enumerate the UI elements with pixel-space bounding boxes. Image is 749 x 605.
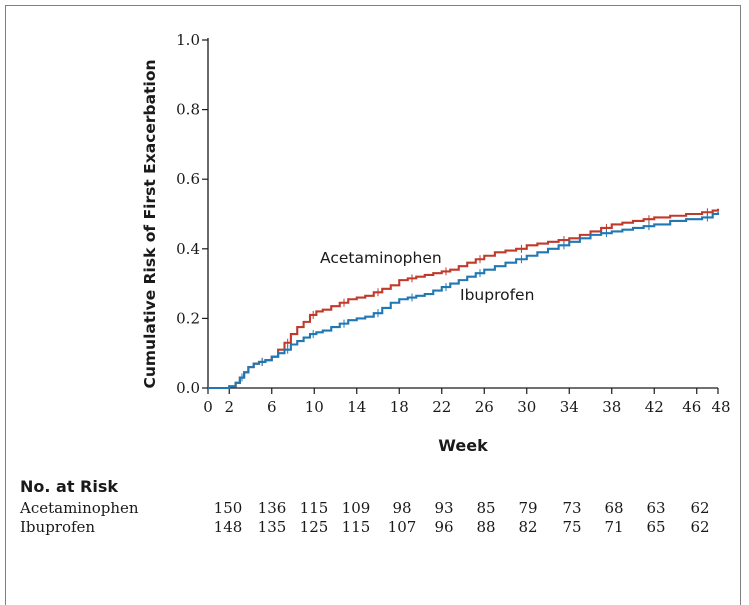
risk-cell: 115 <box>300 499 329 517</box>
risk-cell: 75 <box>562 518 581 536</box>
x-tick-label: 48 <box>711 398 730 416</box>
y-tick-label: 0.4 <box>176 240 200 258</box>
x-tick-label: 26 <box>475 398 494 416</box>
risk-cell: 62 <box>690 499 709 517</box>
risk-cell: 96 <box>434 518 453 536</box>
risk-cell: 115 <box>342 518 371 536</box>
risk-cell: 125 <box>300 518 329 536</box>
labels: Week Cumulative Risk of First Exacerbatio… <box>141 60 534 456</box>
risk-cell: 62 <box>690 518 709 536</box>
risk-cell: 65 <box>646 518 665 536</box>
risk-row-label: Acetaminophen <box>19 499 139 517</box>
risk-cell: 93 <box>434 499 453 517</box>
risk-cell: 71 <box>604 518 623 536</box>
x-tick-label: 34 <box>560 398 579 416</box>
x-tick-label: 38 <box>602 398 621 416</box>
risk-cell: 150 <box>214 499 243 517</box>
curves <box>208 208 720 390</box>
axes: 0.00.20.40.60.81.00 2 6 10 14 18 22 26 30 34 38 42 4… <box>176 31 730 416</box>
figure-frame <box>5 5 741 605</box>
y-tick-label: 0.0 <box>176 379 200 397</box>
x-tick-label: 30 <box>517 398 536 416</box>
risk-cell: 68 <box>604 499 623 517</box>
risk-cell: 79 <box>518 499 537 517</box>
risk-cell: 107 <box>388 518 417 536</box>
risk-cell: 135 <box>258 518 287 536</box>
series-label-acetaminophen: Acetaminophen <box>320 249 442 267</box>
risk-cell: 148 <box>214 518 243 536</box>
km-chart: 0.00.20.40.60.81.00 2 6 10 14 18 22 26 30 34 38 42 4… <box>19 31 731 536</box>
risk-cell: 73 <box>562 499 581 517</box>
y-tick-label: 1.0 <box>176 31 200 49</box>
x-tick-label: 22 <box>432 398 451 416</box>
x-tick-label: 6 <box>267 398 277 416</box>
risk-cell: 63 <box>646 499 665 517</box>
risk-cell: 88 <box>476 518 495 536</box>
x-tick-label: 10 <box>305 398 324 416</box>
y-tick-label: 0.6 <box>176 170 200 188</box>
x-tick-label: 46 <box>682 398 701 416</box>
series-label-ibuprofen: Ibuprofen <box>460 286 534 304</box>
risk-cell: 82 <box>518 518 537 536</box>
x-tick-label: 42 <box>645 398 664 416</box>
y-tick-label: 0.8 <box>176 101 200 119</box>
x-tick-label: 2 <box>224 398 234 416</box>
x-axis-label: Week <box>438 436 488 455</box>
risk-table-title: No. at Risk <box>20 477 118 496</box>
x-tick-label: 18 <box>390 398 409 416</box>
risk-cell: 136 <box>258 499 287 517</box>
y-axis-label: Cumulative Risk of First Exacerbation <box>141 60 159 389</box>
curve-ibuprofen <box>208 212 720 390</box>
x-tick-label: 0 <box>203 398 213 416</box>
risk-cell: 85 <box>476 499 495 517</box>
risk-cell: 98 <box>392 499 411 517</box>
risk-row-label: Ibuprofen <box>20 518 95 536</box>
x-tick-label: 14 <box>347 398 366 416</box>
y-tick-label: 0.2 <box>176 309 200 327</box>
risk-cell: 109 <box>342 499 371 517</box>
